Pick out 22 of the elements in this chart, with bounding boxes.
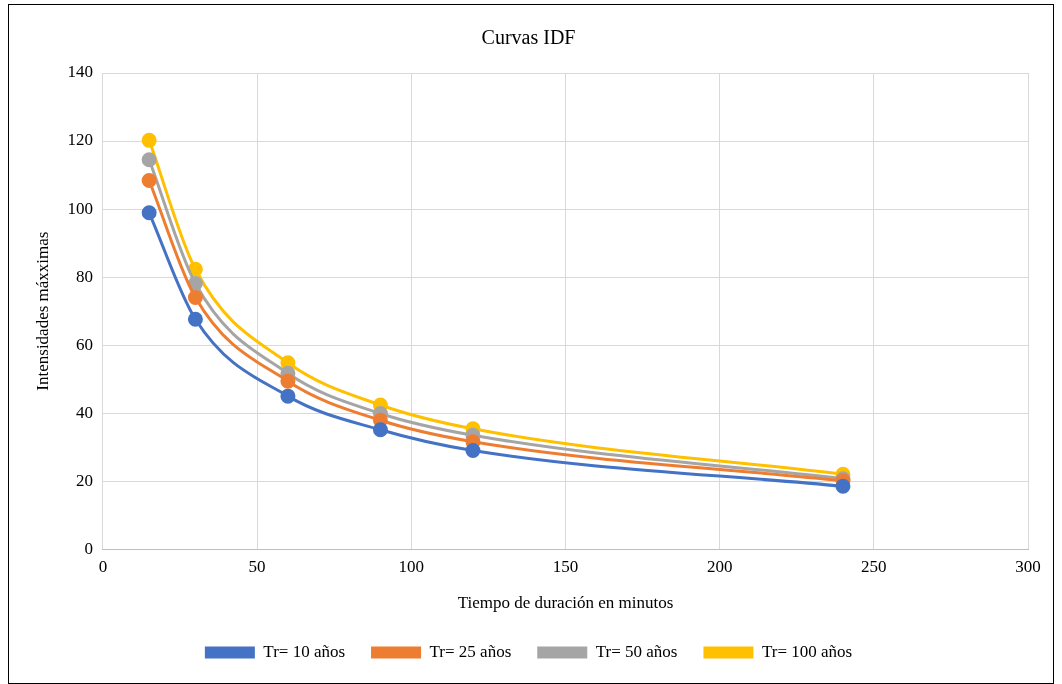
y-axis-title: Intensidades máxximas xyxy=(32,231,52,391)
y-tick-label: 0 xyxy=(84,538,93,558)
y-tick-label: 140 xyxy=(67,62,93,82)
x-tick-label: 300 xyxy=(1015,556,1041,576)
legend-label: Tr= 10 años xyxy=(263,641,346,661)
y-tick-label: 80 xyxy=(75,266,93,286)
x-tick-label: 200 xyxy=(706,556,733,576)
legend-label: Tr= 25 años xyxy=(429,641,512,661)
chart-title: Curvas IDF xyxy=(481,26,576,49)
x-tick-label: 0 xyxy=(98,556,108,576)
legend-label: Tr= 100 años xyxy=(761,641,853,661)
x-tick-label: 100 xyxy=(398,556,425,576)
y-tick-label: 100 xyxy=(67,198,93,218)
x-tick-label: 150 xyxy=(552,556,579,576)
y-tick-label: 60 xyxy=(75,334,93,354)
y-tick-label: 120 xyxy=(67,130,93,150)
x-axis-title: Tiempo de duración en minutos xyxy=(457,593,674,613)
y-tick-label: 20 xyxy=(75,470,93,490)
x-tick-label: 50 xyxy=(248,556,266,576)
x-tick-label: 250 xyxy=(861,556,887,576)
y-tick-label: 40 xyxy=(75,402,93,422)
legend-label: Tr= 50 años xyxy=(595,641,678,661)
